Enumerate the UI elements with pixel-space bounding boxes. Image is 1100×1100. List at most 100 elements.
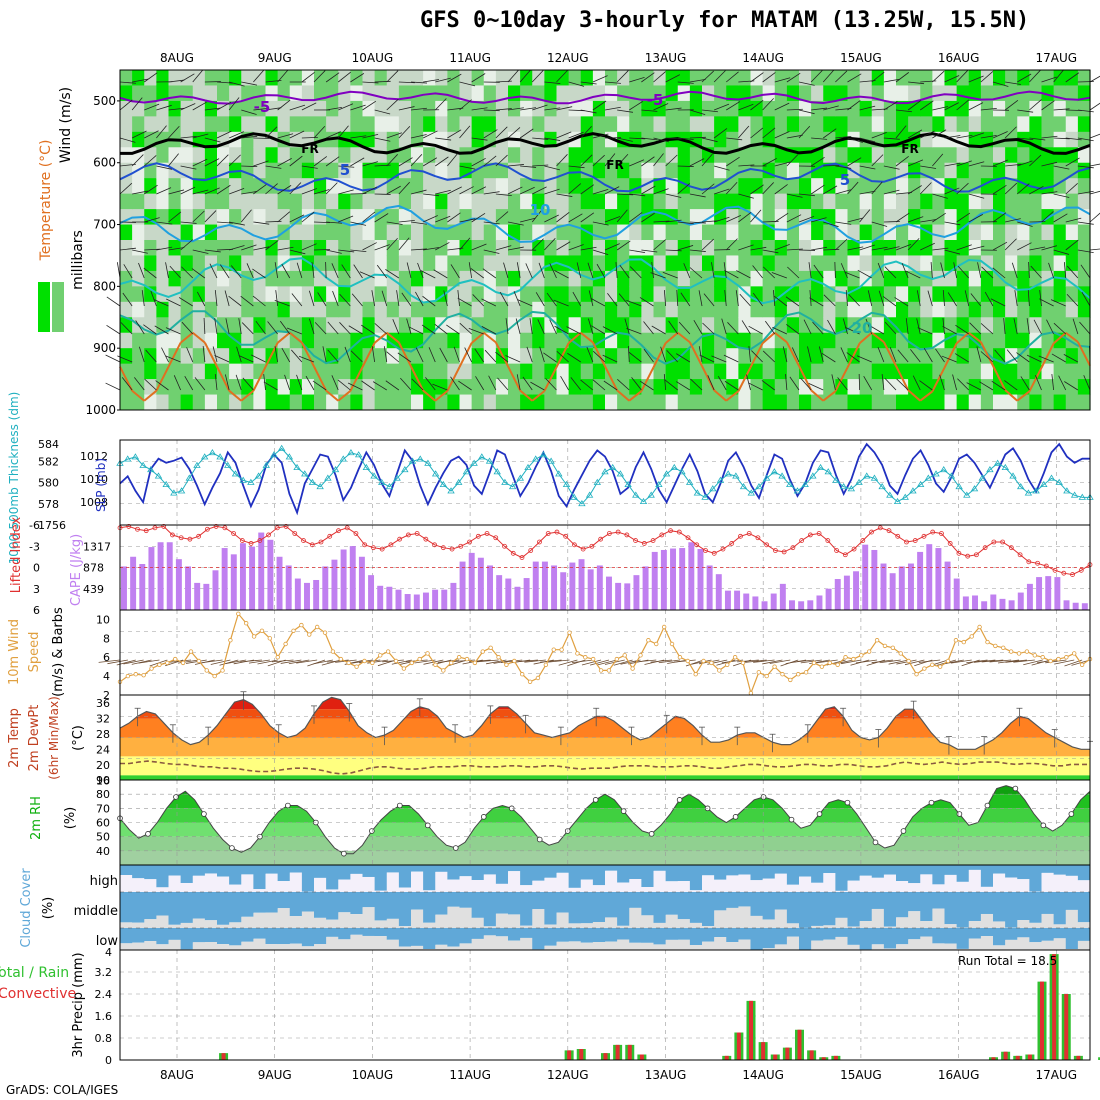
- surface-wind-barb: [271, 659, 294, 663]
- wind-barb: [192, 210, 205, 223]
- cape-bar: [1026, 583, 1033, 610]
- wind-speed-point: [937, 664, 943, 669]
- cloud-gap: [1053, 874, 1067, 892]
- rh-cell: [750, 100, 764, 117]
- wind-barb: [132, 249, 148, 254]
- wind-barb: [698, 346, 703, 363]
- wind-barb: [398, 237, 410, 251]
- rh-cell: [835, 85, 849, 102]
- rh-cell: [326, 224, 339, 241]
- rh-cell: [314, 286, 327, 303]
- cape-bar: [569, 562, 576, 610]
- rh-cell: [204, 193, 218, 210]
- lifted-index-point: [458, 543, 464, 549]
- rh-cell: [653, 286, 667, 303]
- rh-cell: [1017, 270, 1030, 287]
- thickness-point: [855, 478, 863, 485]
- temp-axis-label-1: 2m Temp: [7, 708, 22, 768]
- temp-band: [120, 697, 1090, 710]
- cloud-gap: [289, 872, 303, 892]
- wind-barb: [905, 318, 909, 335]
- rh-cell: [120, 301, 133, 318]
- rh-cell: [1053, 301, 1067, 318]
- wind-barb: [236, 346, 242, 363]
- rh-cell: [229, 348, 242, 365]
- wind-barb: [748, 382, 763, 391]
- cloud-gap: [423, 922, 436, 928]
- rh-cell: [532, 147, 545, 164]
- rh-cell: [629, 116, 642, 133]
- wind-barb: [1063, 354, 1079, 363]
- rh-cell: [459, 332, 473, 349]
- temp-band: [120, 709, 1090, 719]
- rh-cell: [495, 270, 509, 287]
- isotherm-warm: [119, 366, 134, 392]
- cloud-cell: [459, 928, 473, 944]
- cloud-cell: [265, 928, 279, 945]
- cloud-cell: [920, 865, 933, 875]
- wind-barb: [726, 215, 741, 223]
- rh-cell: [1077, 317, 1091, 334]
- isotherm-warm: [846, 342, 861, 368]
- wind-barb: [617, 137, 633, 142]
- cloud-gap: [605, 870, 618, 892]
- wind-barb: [941, 355, 957, 363]
- wind-speed-point: [780, 672, 785, 677]
- surface-wind-barb: [1005, 659, 1027, 663]
- wind-barb: [468, 327, 484, 335]
- cloud-cell: [411, 928, 424, 946]
- surface-wind-barb: [613, 659, 633, 666]
- cloud-gap: [556, 872, 570, 892]
- contour-label: FR: [901, 142, 918, 156]
- rh-cell: [435, 178, 448, 195]
- wind-barb: [798, 193, 815, 197]
- temp-band: [120, 737, 1090, 757]
- rh-cell: [556, 363, 570, 380]
- cloud-gap: [1017, 920, 1030, 928]
- rh-cell: [641, 147, 655, 164]
- temp-axis-label-3: (6hr Min/Max): [47, 696, 61, 780]
- wind-barb: [153, 299, 169, 307]
- wind-barb: [665, 154, 678, 167]
- lifted-index-point: [1052, 567, 1058, 573]
- lifted-index-point: [842, 552, 848, 558]
- wind-speed-point: [314, 624, 320, 630]
- cloud-gap: [750, 880, 764, 892]
- thickness-point: [963, 491, 971, 498]
- wind-barb: [1077, 221, 1094, 225]
- rh-cell: [508, 332, 521, 349]
- rh-point: [229, 845, 235, 851]
- wind-barb: [325, 261, 327, 279]
- rh-cell: [411, 240, 424, 257]
- wind-barb: [326, 221, 343, 224]
- surface-wind-barb: [240, 659, 262, 663]
- wind-barb: [1011, 262, 1018, 279]
- cloud-cell: [689, 892, 703, 923]
- isotherm-warm: [992, 365, 1007, 391]
- rh-cell: [374, 379, 388, 396]
- rh-cell: [350, 363, 364, 380]
- wind-barb: [590, 298, 606, 307]
- wind-barb: [252, 268, 266, 279]
- rh-cell: [993, 286, 1006, 303]
- wind-barb: [144, 72, 158, 83]
- rh-cell: [823, 224, 836, 241]
- cloud-cell: [362, 892, 376, 908]
- cloud-cell: [859, 865, 873, 876]
- cloud-cell: [968, 892, 982, 922]
- cloud-cell: [277, 892, 291, 909]
- cloud-cell: [314, 928, 327, 945]
- rh-cell: [617, 70, 630, 87]
- wind-barb: [471, 157, 486, 167]
- wind-barb: [932, 153, 944, 167]
- cape-bar: [377, 585, 384, 610]
- rh-cell: [1029, 363, 1043, 380]
- rh-cell: [932, 255, 946, 272]
- cloud-cell: [144, 892, 157, 920]
- slp-tick: 1010: [80, 473, 108, 486]
- wind-barb: [653, 220, 670, 223]
- thickness-point: [978, 474, 986, 481]
- rh-cell: [350, 193, 364, 210]
- wind-barb: [923, 348, 933, 363]
- rh-cell: [896, 209, 909, 226]
